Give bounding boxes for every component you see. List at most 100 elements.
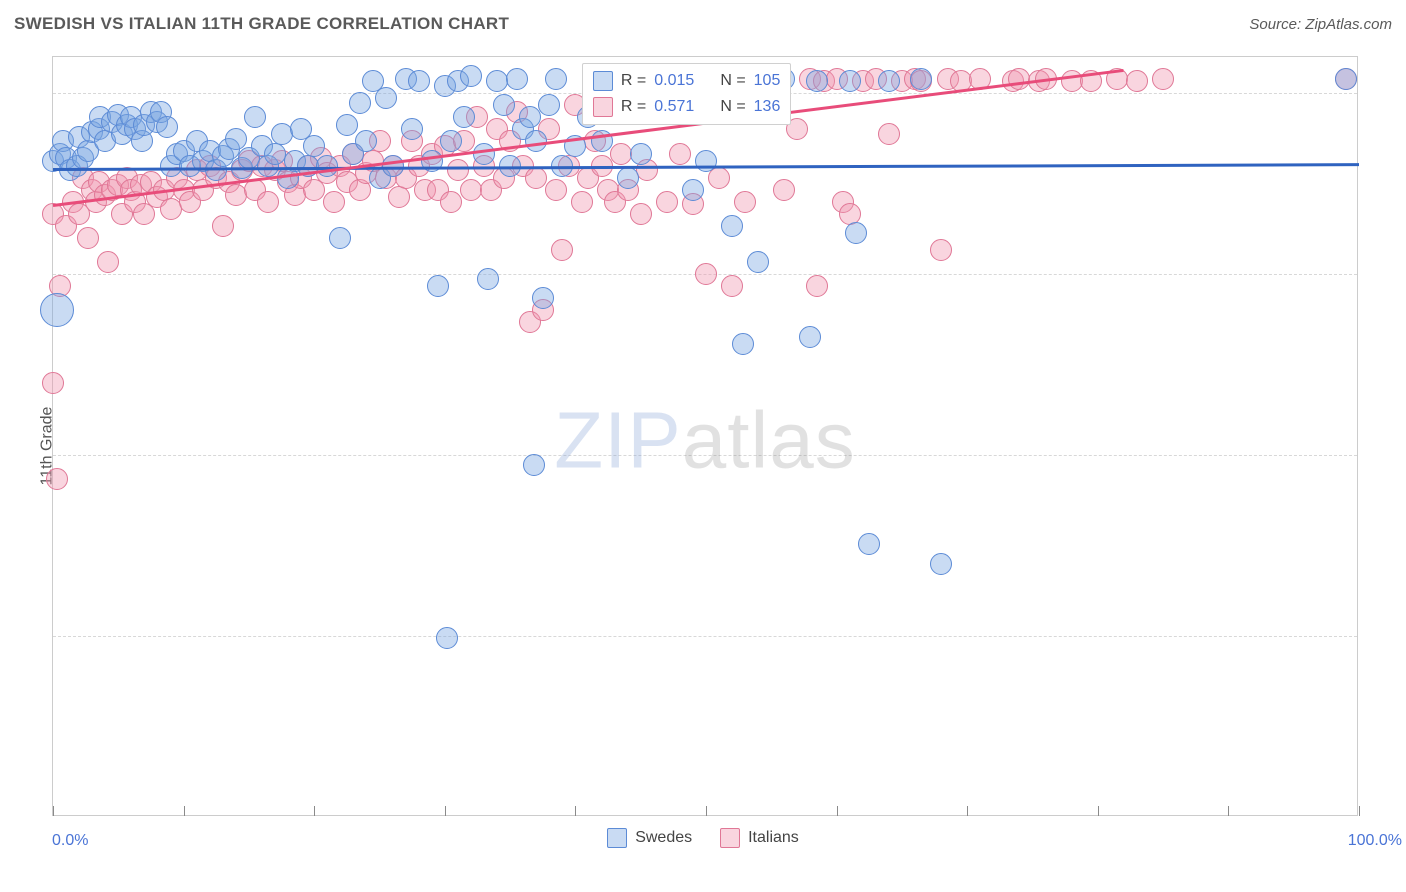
- chart-header: SWEDISH VS ITALIAN 11TH GRADE CORRELATIO…: [0, 0, 1406, 48]
- swedes-point: [930, 553, 952, 575]
- italians-swatch: [720, 828, 740, 848]
- swedes-point: [682, 179, 704, 201]
- italians-point: [225, 184, 247, 206]
- swedes-point: [436, 627, 458, 649]
- swedes-point: [349, 92, 371, 114]
- x-tick: [184, 806, 185, 816]
- swedes-point: [408, 70, 430, 92]
- watermark-atlas: atlas: [682, 396, 856, 485]
- swedes-point: [845, 222, 867, 244]
- x-tick: [53, 806, 54, 816]
- x-tick: [1359, 806, 1360, 816]
- correlation-legend: R = 0.015 N = 105 R = 0.571 N = 136: [582, 63, 791, 125]
- chart-source: Source: ZipAtlas.com: [1249, 16, 1392, 33]
- italians-point: [42, 372, 64, 394]
- scatter-plot-area: ZIPatlas R = 0.015 N = 105 R = 0.571 N = 136: [52, 56, 1358, 816]
- italians-point: [545, 179, 567, 201]
- swedes-point: [545, 68, 567, 90]
- swedes-point: [519, 106, 541, 128]
- italians-swatch: [593, 97, 613, 117]
- legend-row-italians: R = 0.571 N = 136: [593, 94, 780, 120]
- swedes-point: [156, 116, 178, 138]
- swedes-point: [799, 326, 821, 348]
- swedes-point: [732, 333, 754, 355]
- italians-point: [930, 239, 952, 261]
- italians-point: [806, 275, 828, 297]
- swedes-point: [460, 65, 482, 87]
- italians-point: [656, 191, 678, 213]
- italians-point: [630, 203, 652, 225]
- source-link[interactable]: ZipAtlas.com: [1305, 16, 1392, 33]
- legend-bottom: Swedes Italians: [0, 828, 1406, 848]
- source-prefix: Source:: [1249, 16, 1305, 33]
- swedes-point: [1335, 68, 1357, 90]
- italians-point: [447, 159, 469, 181]
- swedes-point: [336, 114, 358, 136]
- x-tick: [706, 806, 707, 816]
- swedes-point: [493, 94, 515, 116]
- swedes-point: [375, 87, 397, 109]
- watermark-zip: ZIP: [554, 396, 681, 485]
- italians-point: [46, 468, 68, 490]
- legend-label: Swedes: [635, 829, 692, 847]
- swedes-point: [806, 70, 828, 92]
- italians-point: [669, 143, 691, 165]
- swedes-point: [382, 155, 404, 177]
- legend-item-swedes: Swedes: [607, 828, 692, 848]
- swedes-swatch: [607, 828, 627, 848]
- legend-label: Italians: [748, 829, 799, 847]
- italians-point: [695, 263, 717, 285]
- swedes-point: [440, 130, 462, 152]
- italians-point: [257, 191, 279, 213]
- swedes-point: [532, 287, 554, 309]
- legend-row-swedes: R = 0.015 N = 105: [593, 68, 780, 94]
- italians-point: [734, 191, 756, 213]
- swedes-point: [630, 143, 652, 165]
- n-value: 105: [754, 68, 781, 94]
- gridline: [53, 455, 1357, 456]
- r-value: 0.571: [654, 94, 694, 120]
- italians-point: [212, 215, 234, 237]
- r-label: R =: [621, 68, 646, 94]
- swedes-swatch: [593, 71, 613, 91]
- italians-point: [1126, 70, 1148, 92]
- italians-point: [525, 167, 547, 189]
- n-value: 136: [754, 94, 781, 120]
- n-label: N =: [720, 94, 745, 120]
- x-tick: [1098, 806, 1099, 816]
- swedes-point: [910, 68, 932, 90]
- r-label: R =: [621, 94, 646, 120]
- italians-point: [878, 123, 900, 145]
- italians-point: [571, 191, 593, 213]
- n-label: N =: [720, 68, 745, 94]
- swedes-point: [486, 70, 508, 92]
- x-tick: [1228, 806, 1229, 816]
- swedes-point: [40, 293, 74, 327]
- swedes-point: [303, 135, 325, 157]
- italians-point: [773, 179, 795, 201]
- swedes-point: [747, 251, 769, 273]
- swedes-point: [427, 275, 449, 297]
- swedes-point: [271, 123, 293, 145]
- x-tick: [967, 806, 968, 816]
- gridline: [53, 636, 1357, 637]
- r-value: 0.015: [654, 68, 694, 94]
- swedes-point: [721, 215, 743, 237]
- chart-title: SWEDISH VS ITALIAN 11TH GRADE CORRELATIO…: [14, 14, 509, 34]
- x-tick: [445, 806, 446, 816]
- swedes-point: [617, 167, 639, 189]
- swedes-point: [506, 68, 528, 90]
- legend-item-italians: Italians: [720, 828, 799, 848]
- italians-point: [77, 227, 99, 249]
- swedes-point: [839, 70, 861, 92]
- watermark: ZIPatlas: [554, 395, 855, 487]
- italians-point: [323, 191, 345, 213]
- swedes-point: [225, 128, 247, 150]
- swedes-point: [878, 70, 900, 92]
- swedes-point: [523, 454, 545, 476]
- x-tick: [314, 806, 315, 816]
- x-tick: [575, 806, 576, 816]
- italians-point: [440, 191, 462, 213]
- swedes-point: [538, 94, 560, 116]
- italians-point: [97, 251, 119, 273]
